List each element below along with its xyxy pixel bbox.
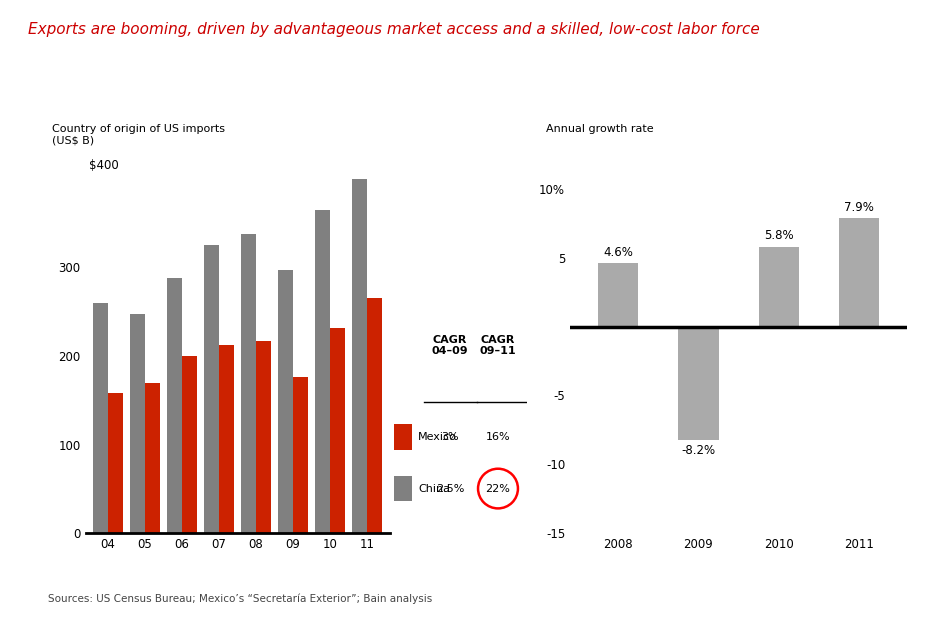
Text: $400: $400 (89, 159, 119, 172)
FancyBboxPatch shape (394, 424, 411, 450)
Bar (598, 263, 638, 327)
Text: 16%: 16% (485, 432, 510, 442)
Bar (352, 179, 368, 533)
Text: Sources: US Census Bureau; Mexico’s “Secretaría Exterior”; Bain analysis: Sources: US Census Bureau; Mexico’s “Sec… (48, 594, 431, 604)
Bar (130, 314, 144, 533)
Text: -8.2%: -8.2% (681, 444, 715, 457)
Bar (759, 247, 799, 327)
Text: The increment of manufacturing costs in Asia
is favoring exports from Mexico to : The increment of manufacturing costs in … (93, 74, 396, 102)
Text: Exports are booming, driven by advantageous market access and a skilled, low-cos: Exports are booming, driven by advantage… (28, 22, 760, 37)
Text: 4.6%: 4.6% (603, 246, 633, 259)
Bar (294, 378, 308, 533)
Bar (278, 270, 294, 533)
Bar (368, 298, 382, 533)
Text: CAGR
04–09: CAGR 04–09 (432, 335, 468, 356)
Text: Country of origin of US imports
(US$ B): Country of origin of US imports (US$ B) (52, 124, 225, 146)
Bar (331, 328, 345, 533)
Text: 2.5%: 2.5% (436, 484, 465, 494)
Text: ...and as a result, total Mexican exports
are growing strongly: ...and as a result, total Mexican export… (596, 74, 863, 102)
Text: 7.9%: 7.9% (845, 200, 874, 213)
Text: China: China (418, 484, 450, 494)
Bar (678, 327, 718, 440)
Bar (167, 278, 181, 533)
Bar (204, 246, 218, 533)
Bar (93, 303, 107, 533)
Bar (107, 393, 123, 533)
Text: CAGR
09–11: CAGR 09–11 (480, 335, 516, 356)
Bar (256, 341, 271, 533)
Bar (181, 356, 197, 533)
Bar (241, 234, 256, 533)
Text: Mexico: Mexico (418, 432, 457, 442)
Bar (218, 345, 234, 533)
Bar (839, 218, 879, 327)
FancyBboxPatch shape (394, 476, 411, 502)
Text: Annual growth rate: Annual growth rate (546, 124, 654, 134)
Text: 22%: 22% (485, 484, 510, 494)
Text: 3%: 3% (442, 432, 459, 442)
Bar (315, 210, 331, 533)
Text: 5.8%: 5.8% (764, 229, 793, 242)
Bar (144, 383, 160, 533)
